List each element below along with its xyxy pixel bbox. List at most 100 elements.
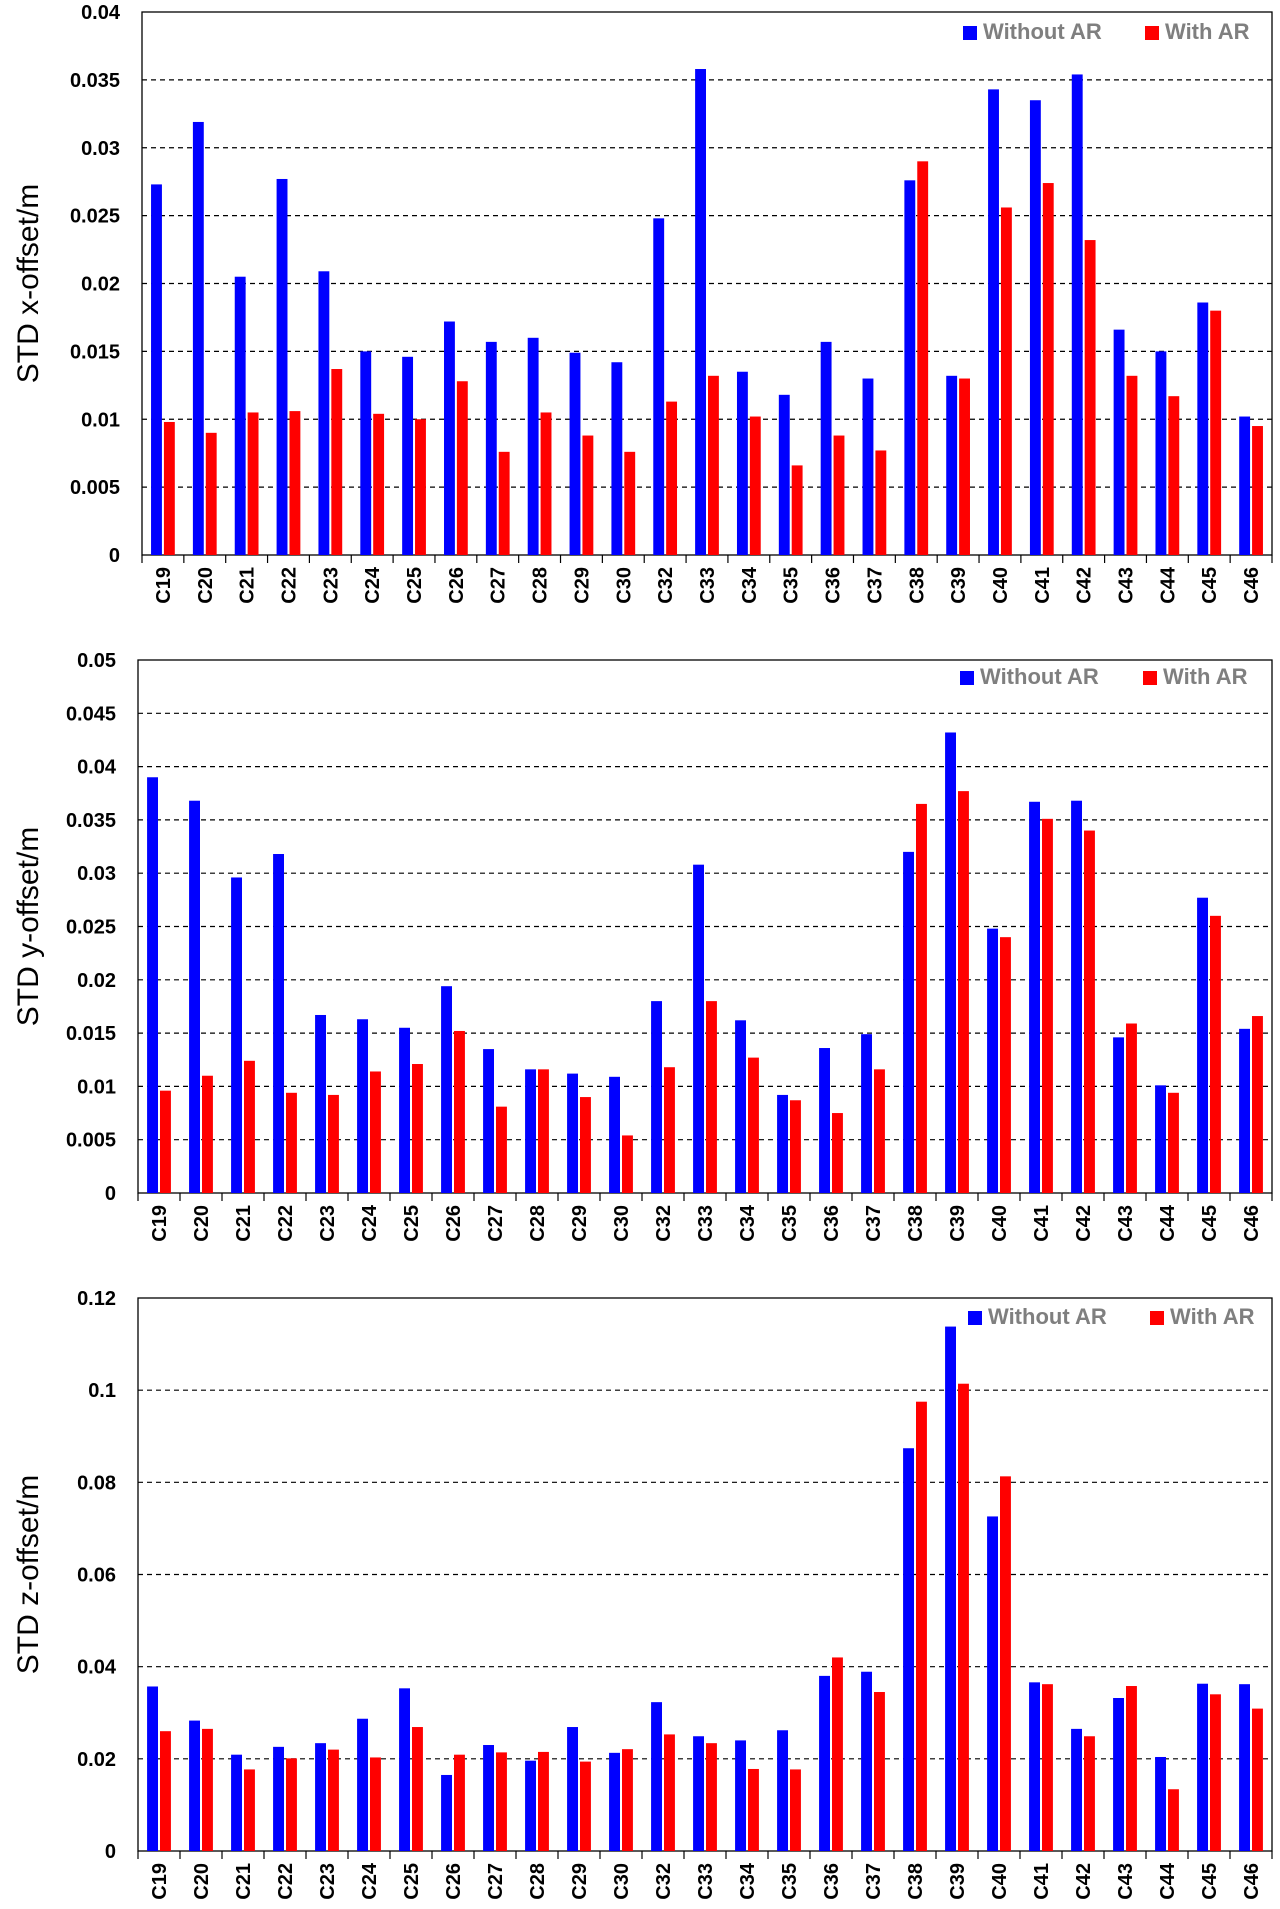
bar-without-ar-c19 [147, 777, 158, 1193]
legend-swatch-without-ar [963, 26, 977, 40]
x-tick-label: C30 [611, 1205, 633, 1242]
bar-without-ar-c22 [273, 1746, 284, 1851]
bar-without-ar-c29 [569, 352, 581, 555]
x-tick-label: C25 [404, 567, 426, 604]
bar-with-ar-c38 [916, 1401, 927, 1851]
bar-without-ar-c28 [527, 337, 539, 555]
legend-swatch-without-ar [960, 671, 974, 685]
bar-without-ar-c21 [234, 276, 246, 555]
bar-without-ar-c41 [1029, 100, 1041, 556]
bar-without-ar-c25 [399, 1688, 410, 1851]
bar-with-ar-c29 [580, 1097, 591, 1193]
bar-with-ar-c21 [244, 1769, 255, 1851]
x-tick-label: C25 [401, 1205, 423, 1242]
x-tick-label: C27 [485, 1205, 507, 1242]
x-tick-label: C36 [821, 1863, 843, 1900]
bar-without-ar-c44 [1155, 1085, 1166, 1193]
bar-with-ar-c40 [1000, 207, 1012, 556]
bar-without-ar-c34 [735, 1740, 746, 1851]
x-tick-label: C38 [906, 567, 928, 604]
x-tick-label: C20 [191, 1863, 213, 1900]
bar-with-ar-c39 [959, 378, 970, 555]
bar-without-ar-c23 [315, 1014, 326, 1193]
x-tick-label: C46 [1241, 1205, 1263, 1242]
y-axis-label: STD y-offset/m [12, 827, 45, 1026]
y-tick-label: 0.04 [77, 1657, 117, 1679]
bar-with-ar-c22 [286, 1758, 297, 1851]
bar-with-ar-c39 [958, 791, 969, 1193]
bar-without-ar-c26 [441, 986, 452, 1193]
bar-with-ar-c28 [538, 1069, 549, 1193]
x-tick-label: C35 [779, 1205, 801, 1242]
bar-without-ar-c21 [231, 877, 242, 1193]
legend-swatch-without-ar [968, 1311, 982, 1325]
x-tick-label: C42 [1074, 567, 1096, 604]
bar-with-ar-c33 [706, 1001, 717, 1193]
x-tick-label: C39 [947, 1863, 969, 1900]
bar-without-ar-c44 [1155, 351, 1167, 555]
plot-frame [141, 11, 1273, 556]
bar-without-ar-c20 [189, 1720, 200, 1851]
chart-panel-2: 0 0.005 0.01 0.015 0.02 0.025 0.03 0.035 0.04 0.0… [12, 650, 1273, 1242]
bar-with-ar-c34 [748, 1768, 759, 1851]
legend: Without AR With AR [968, 1304, 1255, 1329]
bar-with-ar-c23 [331, 369, 343, 555]
y-tick-label: 0.005 [70, 477, 120, 499]
bar-without-ar-c46 [1239, 1684, 1250, 1851]
bar-without-ar-c40 [988, 89, 999, 555]
bar-with-ar-c29 [580, 1761, 591, 1851]
legend: Without AR With AR [960, 664, 1248, 689]
bar-without-ar-c45 [1197, 302, 1209, 555]
legend-label-without-ar: Without AR [980, 664, 1099, 689]
x-tick-label: C19 [149, 1863, 171, 1900]
bar-with-ar-c38 [916, 803, 927, 1193]
x-tick-label: C44 [1157, 1862, 1179, 1900]
bar-with-ar-c44 [1168, 396, 1180, 555]
x-tick-label: C40 [989, 1205, 1011, 1242]
bar-with-ar-c20 [202, 1728, 213, 1851]
bar-with-ar-c24 [370, 1757, 381, 1851]
y-tick-label: 0.025 [70, 206, 120, 228]
bar-with-ar-c21 [244, 1060, 255, 1193]
bar-without-ar-c33 [693, 1736, 704, 1851]
bar-without-ar-c36 [819, 1048, 830, 1193]
bar-without-ar-c22 [273, 854, 284, 1193]
bar-without-ar-c23 [315, 1743, 326, 1851]
x-tick-label: C43 [1115, 1205, 1137, 1242]
bar-with-ar-c19 [163, 421, 175, 555]
chart-panel-3: 0 0.02 0.04 0.06 0.08 0.1 0.12 C19 C20 C21 C22 C23 C… [12, 1288, 1273, 1900]
x-tick-label: C26 [443, 1863, 465, 1900]
bar-with-ar-c25 [412, 1727, 423, 1851]
x-tick-label: C19 [149, 1205, 171, 1242]
bar-without-ar-c23 [318, 271, 330, 555]
bar-without-ar-c36 [819, 1675, 830, 1851]
bar-with-ar-c30 [624, 451, 636, 555]
bar-without-ar-c45 [1197, 1683, 1208, 1851]
x-tick-label: C36 [821, 1205, 843, 1242]
bar-without-ar-c40 [987, 1516, 998, 1851]
bar-with-ar-c27 [498, 451, 510, 555]
bar-with-ar-c38 [917, 161, 929, 555]
x-tick-label: C22 [278, 567, 300, 604]
x-tick-label: C36 [823, 567, 845, 604]
x-tick-label: C44 [1157, 1204, 1179, 1242]
bar-without-ar-c35 [777, 1730, 788, 1851]
bar-with-ar-c21 [247, 412, 259, 555]
bar-with-ar-c22 [289, 411, 301, 555]
bar-with-ar-c25 [412, 1064, 423, 1193]
bar-with-ar-c37 [875, 450, 887, 555]
bar-with-ar-c41 [1042, 818, 1053, 1193]
bar-without-ar-c40 [987, 928, 998, 1193]
bar-with-ar-c45 [1210, 310, 1222, 555]
x-tick-label: C23 [317, 1863, 339, 1900]
bar-with-ar-c27 [496, 1752, 507, 1851]
y-axis-label: STD x-offset/m [12, 184, 45, 383]
bar-with-ar-c33 [706, 1743, 717, 1851]
bar-with-ar-c36 [832, 1657, 843, 1851]
x-tick-label: C29 [569, 1205, 591, 1242]
legend-swatch-with-ar [1150, 1311, 1164, 1325]
y-tick-label: 0.02 [77, 1749, 116, 1771]
x-tick-label: C37 [864, 567, 886, 604]
bar-with-ar-c44 [1168, 1092, 1179, 1193]
